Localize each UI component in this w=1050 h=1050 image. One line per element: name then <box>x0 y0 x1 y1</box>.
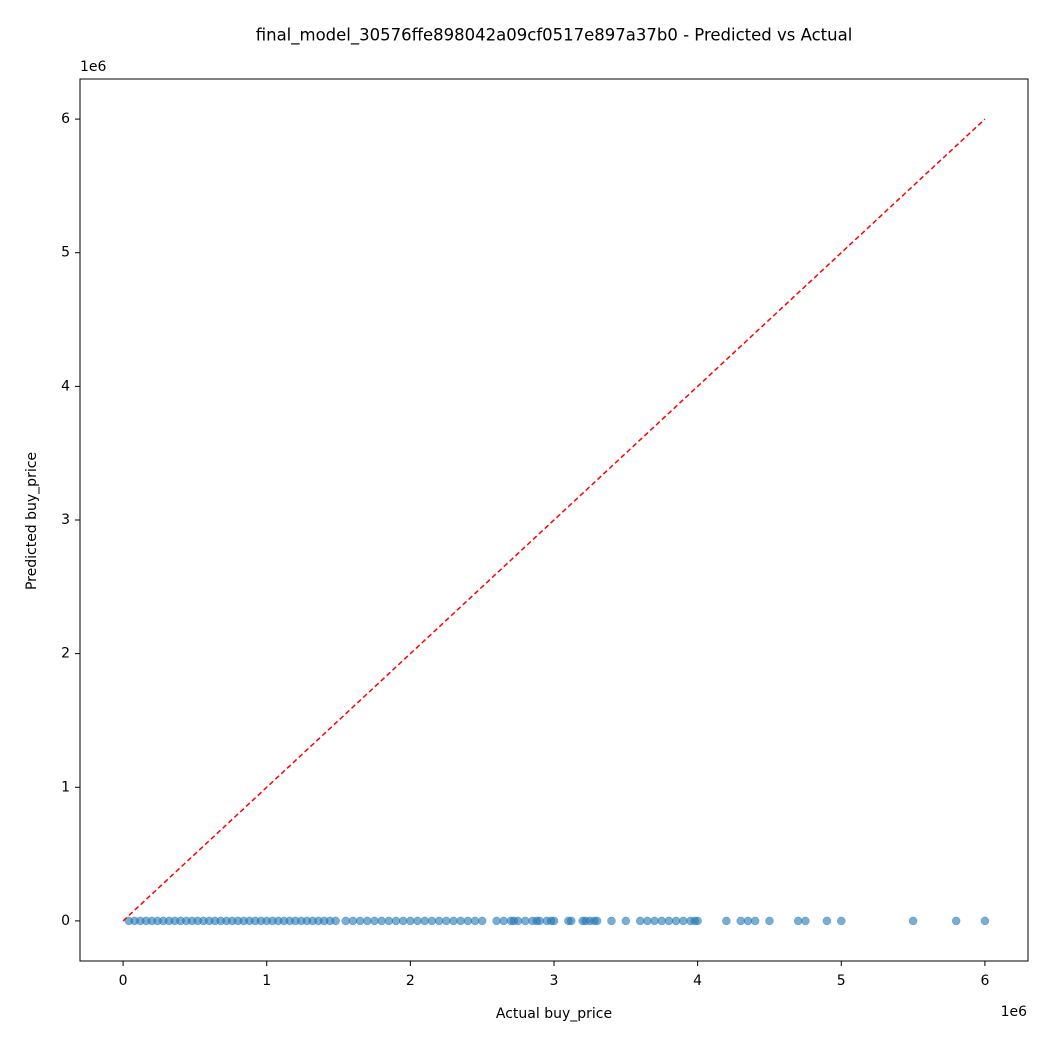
x-offset-label: 1e6 <box>1001 1004 1028 1020</box>
y-tick-label: 4 <box>61 378 70 394</box>
scatter-point <box>566 916 576 926</box>
scatter-point <box>499 916 508 926</box>
y-tick-label: 5 <box>61 245 70 261</box>
scatter-point <box>980 916 990 926</box>
scatter-point <box>513 916 523 926</box>
scatter-point <box>341 916 350 926</box>
scatter-point <box>391 916 401 926</box>
scatter-point <box>331 916 340 926</box>
y-tick-label: 3 <box>61 512 70 528</box>
scatter-point <box>722 916 731 926</box>
x-tick-label: 4 <box>693 973 702 989</box>
scatter-point <box>535 916 544 926</box>
scatter-point <box>449 916 458 926</box>
scatter-point <box>679 916 688 926</box>
scatter-point <box>363 916 372 926</box>
scatter-point <box>355 916 365 926</box>
y-tick-label: 1 <box>61 779 70 795</box>
x-tick-label: 5 <box>837 973 846 989</box>
scatter-point <box>377 916 386 926</box>
y-tick-label: 0 <box>61 913 70 929</box>
scatter-point <box>492 916 501 926</box>
scatter-point <box>908 916 918 926</box>
scatter-point <box>822 916 832 926</box>
y-axis-label: Predicted buy_price <box>24 452 40 590</box>
scatter-point <box>477 916 487 926</box>
scatter-point <box>420 916 429 926</box>
x-tick-label: 6 <box>980 973 989 989</box>
y-tick-label: 2 <box>61 646 70 662</box>
scatter-point <box>549 916 559 926</box>
scatter-point <box>837 916 846 926</box>
x-tick-label: 1 <box>262 973 271 989</box>
x-tick-label: 3 <box>550 973 559 989</box>
scatter-point <box>750 916 760 926</box>
scatter-point <box>693 916 702 926</box>
scatter-point <box>657 916 666 926</box>
scatter-point <box>592 916 602 926</box>
scatter-point <box>621 916 631 926</box>
plot-frame <box>79 78 1029 962</box>
scatter-point <box>413 916 422 926</box>
x-tick-label: 0 <box>119 973 128 989</box>
scatter-point <box>370 916 379 926</box>
y-offset-label: 1e6 <box>80 59 107 75</box>
scatter-point <box>607 916 616 926</box>
scatter-point <box>456 916 465 926</box>
scatter-point <box>427 916 437 926</box>
scatter-point <box>398 916 408 926</box>
scatter-point <box>470 916 480 926</box>
scatter-point <box>650 916 659 926</box>
x-axis-label: Actual buy_price <box>496 1006 612 1022</box>
scatter-point <box>671 916 681 926</box>
scatter-point <box>384 916 394 926</box>
scatter-point <box>406 916 415 926</box>
scatter-point <box>801 916 810 926</box>
scatter-point <box>348 916 358 926</box>
chart-title: final_model_30576ffe898042a09cf0517e897a… <box>256 26 853 46</box>
scatter-point <box>643 916 652 926</box>
scatter-point <box>664 916 674 926</box>
scatter-point <box>434 916 444 926</box>
scatter-point <box>463 916 473 926</box>
y-tick-label: 6 <box>61 111 70 127</box>
scatter-point <box>635 916 645 926</box>
scatter-point <box>793 916 803 926</box>
scatter-point <box>743 916 753 926</box>
scatter-point <box>521 916 530 926</box>
scatter-point <box>765 916 774 926</box>
scatter-point <box>951 916 961 926</box>
reference-line <box>122 118 986 922</box>
scatter-point <box>736 916 745 926</box>
scatter-point <box>442 916 451 926</box>
x-tick-label: 2 <box>406 973 415 989</box>
